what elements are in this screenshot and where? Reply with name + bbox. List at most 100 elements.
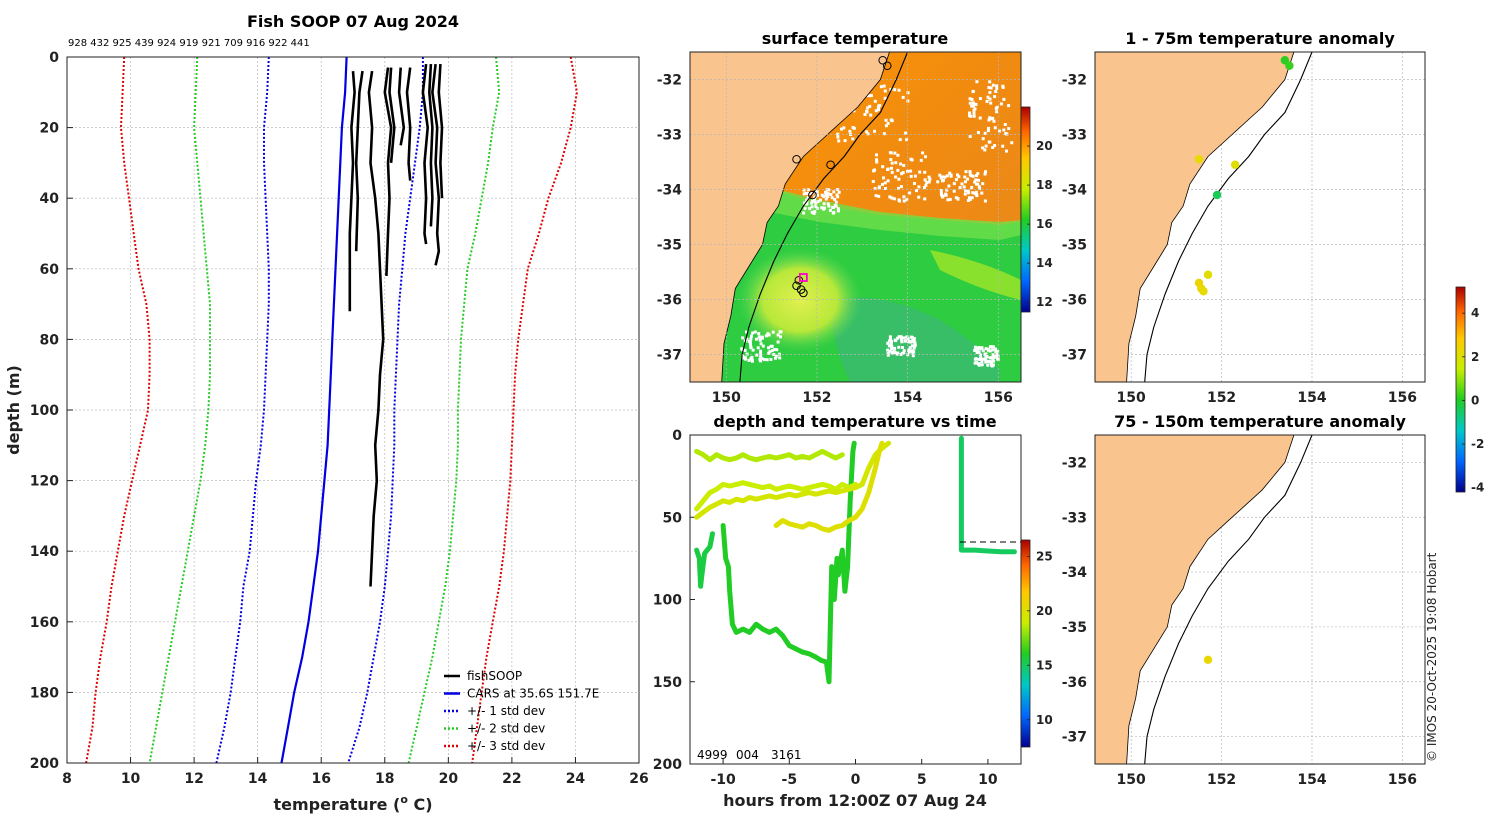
cloud-pixel (889, 151, 893, 155)
cloud-pixel (991, 353, 995, 357)
cloud-pixel (814, 190, 818, 194)
cloud-pixel (1007, 127, 1011, 130)
cloud-pixel (743, 348, 747, 352)
cloud-pixel (816, 200, 820, 203)
cloud-pixel (986, 129, 990, 133)
cloud-pixel (751, 348, 755, 352)
time-track (694, 480, 858, 512)
cloud-pixel (967, 191, 971, 195)
tick-label-x: -10 (710, 772, 736, 788)
cloud-pixel (889, 336, 892, 340)
cloud-pixel (980, 357, 984, 361)
cloud-pixel (984, 347, 988, 351)
anomaly-75-150m-title: 75 - 150m temperature anomaly (1114, 412, 1406, 431)
cloud-pixel (759, 359, 763, 363)
tick-label-lat: -37 (1062, 348, 1087, 364)
cloud-pixel (757, 332, 761, 335)
cloud-pixel (989, 101, 993, 105)
cloud-pixel (909, 335, 913, 339)
cloud-pixel (848, 129, 852, 133)
cloud-pixel (774, 356, 777, 360)
anomaly-point (1212, 190, 1222, 200)
cloud-pixel (908, 191, 912, 195)
tick-label-y: 60 (40, 262, 60, 278)
time-colorbar: 25 20 15 10 (1020, 539, 1053, 748)
tick-label-lon: 154 (1297, 390, 1326, 406)
cloud-pixel (919, 158, 923, 162)
cloud-pixel (803, 201, 807, 205)
cloud-pixel (866, 106, 870, 110)
fishsoop-profile-line (383, 67, 393, 276)
cloud-pixel (843, 139, 847, 143)
cloud-pixel (910, 344, 914, 348)
cloud-pixel (851, 126, 855, 129)
time-track (694, 440, 892, 520)
cloud-pixel (875, 158, 879, 162)
cloud-pixel (877, 108, 880, 112)
cloud-pixel (969, 174, 973, 177)
cloud-pixel (747, 358, 751, 362)
cloud-pixel (896, 168, 900, 172)
cloud-pixel (776, 340, 780, 344)
anomaly-colorbar: 4 2 0 -2 -4 (1455, 286, 1484, 495)
series-line--1-std-dev (215, 57, 270, 763)
time-track (773, 440, 885, 533)
cloud-pixel (973, 103, 976, 106)
cloud-pixel (987, 347, 991, 351)
land-mass (1095, 435, 1295, 764)
time-tracks (694, 435, 1017, 685)
cloud-pixel (912, 337, 916, 341)
cloud-pixel (775, 348, 779, 352)
cloud-pixel (966, 177, 970, 181)
cloud-pixel (983, 172, 987, 176)
cloud-pixel (836, 207, 840, 211)
profile-plot-frame (66, 56, 640, 764)
cloud-pixel (909, 340, 913, 344)
cloud-pixel (899, 352, 903, 356)
cloud-pixel (995, 110, 999, 114)
tick-label-y: 100 (30, 403, 59, 419)
sst-warm-eddy (738, 248, 862, 352)
cloud-pixel (822, 207, 826, 211)
cloud-pixel (983, 131, 987, 135)
cloud-pixel (970, 98, 974, 101)
cloud-pixel (835, 193, 839, 197)
cars-location-marker (798, 273, 808, 282)
profile-ticks: 8 10 12 14 16 18 20 22 24 26 0 20 40 60 80 100 120 140 160… (30, 50, 649, 787)
cloud-pixel (992, 345, 995, 349)
cloud-pixel (962, 185, 966, 189)
fishsoop-profile-line (354, 70, 364, 252)
cloud-pixel (814, 203, 818, 207)
cloud-pixel (896, 153, 900, 157)
anomaly-point (1194, 155, 1204, 164)
cloud-pixel (940, 175, 944, 179)
cloud-pixel (975, 351, 979, 354)
cloud-pixel (968, 170, 972, 174)
cloud-pixel (901, 171, 905, 175)
cloud-pixel (957, 175, 961, 179)
shelf-contour (1144, 52, 1313, 382)
cloud-pixel (901, 346, 904, 349)
cloud-pixel (874, 194, 878, 198)
cloud-pixel (769, 344, 773, 348)
legend-label: +/- 2 std dev (467, 722, 545, 736)
cloud-pixel (968, 111, 971, 115)
colorbar-tick-label: 20 (1036, 139, 1053, 153)
anomaly-points (1194, 56, 1294, 296)
time-track (958, 435, 1017, 555)
cloud-pixel (871, 180, 875, 183)
sst-colorbar: 20 18 16 14 12 (1020, 106, 1053, 313)
cloud-pixel (905, 198, 909, 202)
cloud-pixel (1010, 141, 1014, 145)
cloud-pixel (812, 212, 816, 215)
tick-label-y: 100 (653, 593, 682, 609)
cloud-pixel (925, 181, 929, 184)
cloud-pixel (813, 210, 817, 214)
tick-label-y: 20 (40, 121, 60, 137)
tick-label-lon: 152 (1207, 390, 1236, 406)
cloud-pixel (940, 193, 943, 197)
cloud-pixel (892, 197, 896, 201)
cloud-pixel (832, 190, 836, 194)
cloud-pixel (827, 204, 831, 208)
time-bottom-label-1: 004 (736, 748, 759, 762)
